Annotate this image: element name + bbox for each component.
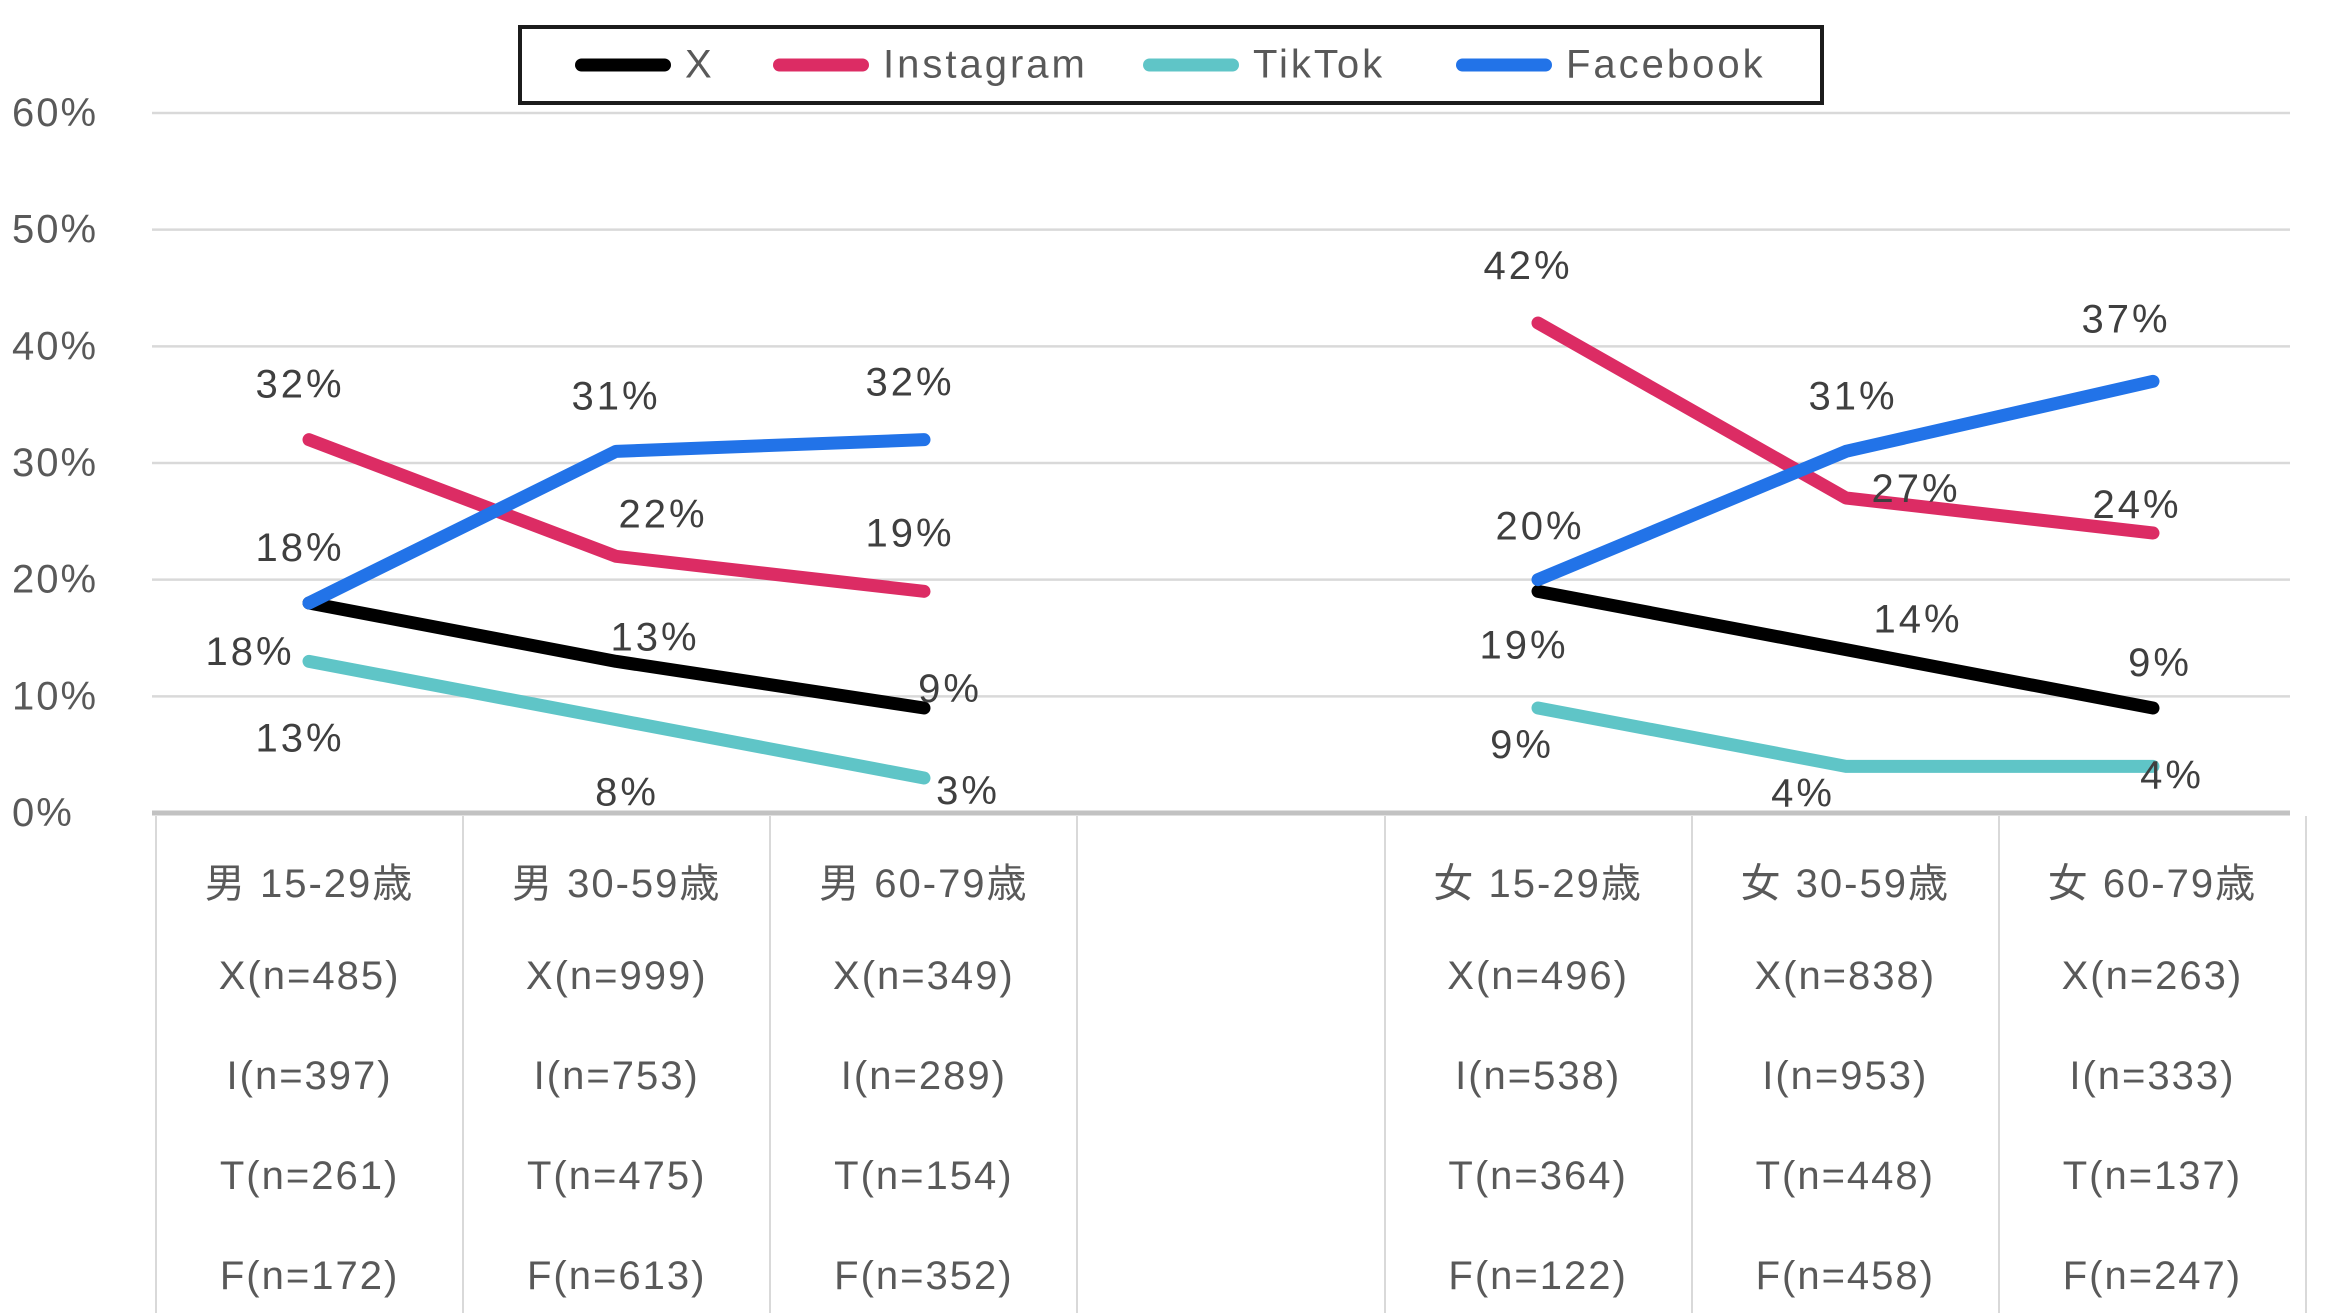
legend-item-tiktok: TikTok (1143, 43, 1385, 88)
table-cell: F(n=352) (834, 1253, 1014, 1298)
table-column-2: 男 60-79歳 X(n=349) I(n=289) T(n=154) F(n=352) (771, 816, 1079, 1313)
y-axis-tick-label: 20% (12, 558, 98, 602)
data-label-tiktok-male-2: 3% (936, 769, 1000, 813)
data-label-facebook-female-2: 37% (2081, 297, 2170, 341)
table-cell: X(n=485) (218, 953, 401, 998)
table-cell: I(n=538) (1455, 1053, 1622, 1098)
table-column-6: 女 60-79歳 X(n=263) I(n=333) T(n=137) F(n=247) (2000, 816, 2307, 1313)
table-column-spacer (1078, 816, 1386, 1313)
table-cell: T(n=137) (2062, 1153, 2243, 1198)
data-label-facebook-female-0: 20% (1495, 505, 1584, 549)
legend-item-facebook: Facebook (1456, 43, 1766, 88)
table-header-cell: 男 30-59歳 (512, 862, 722, 906)
legend-label: X (685, 42, 715, 87)
data-label-instagram-female-0: 42% (1483, 244, 1572, 288)
series-line-tiktok-female (1531, 701, 2160, 773)
table-cell: I(n=953) (1762, 1053, 1929, 1098)
data-label-facebook-female-1: 31% (1808, 374, 1897, 418)
y-axis-tick-label: 10% (12, 674, 98, 718)
table-cell: T(n=475) (527, 1153, 707, 1198)
legend-item-instagram: Instagram (773, 43, 1088, 88)
y-axis-tick-label: 30% (12, 441, 98, 485)
table-cell: X(n=496) (1447, 953, 1629, 998)
series-line-instagram-female (1531, 316, 2160, 540)
data-label-x-female-2: 9% (2128, 641, 2192, 685)
data-label-x-male-1: 13% (610, 615, 699, 659)
table-header-cell: 男 60-79歳 (819, 862, 1029, 906)
table-cell: T(n=364) (1448, 1153, 1628, 1198)
table-column-4: 女 15-29歳 X(n=496) I(n=538) T(n=364) F(n=122) (1386, 816, 1693, 1313)
table-cell: F(n=458) (1755, 1253, 1935, 1298)
series-line-facebook-male (302, 433, 931, 610)
data-label-x-female-0: 19% (1479, 623, 1568, 667)
table-cell: F(n=172) (219, 1253, 400, 1298)
table-cell: F(n=247) (2062, 1253, 2243, 1298)
legend-line-swatch-x (575, 58, 671, 72)
table-cell (1078, 1226, 1383, 1313)
table-cell: F(n=613) (527, 1253, 707, 1298)
y-axis-tick-label: 60% (12, 91, 98, 135)
series-line-tiktok-male (302, 654, 931, 785)
table-cell: T(n=154) (834, 1153, 1014, 1198)
data-label-x-male-0: 18% (205, 630, 294, 674)
table-header-cell: 女 15-29歳 (1433, 862, 1643, 906)
data-label-instagram-female-1: 27% (1871, 467, 1960, 511)
table-cell: F(n=122) (1448, 1253, 1628, 1298)
y-axis-tick-label: 50% (12, 208, 98, 252)
table-cell: X(n=999) (525, 953, 708, 998)
table-header-cell: 男 15-29歳 (204, 862, 415, 906)
legend-line-swatch-facebook (1456, 58, 1552, 72)
legend-label: Facebook (1566, 42, 1766, 87)
table-column-5: 女 30-59歳 X(n=838) I(n=953) T(n=448) F(n=458) (1693, 816, 2000, 1313)
data-label-tiktok-male-0: 13% (255, 716, 344, 760)
series-line-x-male (302, 596, 931, 715)
legend-item-x: X (575, 43, 715, 88)
data-label-facebook-male-0: 18% (255, 526, 344, 570)
table-cell: X(n=263) (2061, 953, 2244, 998)
table-cell: T(n=448) (1755, 1153, 1935, 1198)
table-header-cell: 女 30-59歳 (1740, 862, 1950, 906)
data-label-x-male-2: 9% (918, 667, 982, 711)
table-cell: I(n=333) (2069, 1053, 2236, 1098)
data-label-instagram-male-1: 22% (618, 492, 707, 536)
data-label-facebook-male-2: 32% (865, 361, 954, 405)
data-label-facebook-male-1: 31% (571, 374, 660, 418)
series-line-x-female (1531, 584, 2160, 715)
table-cell: T(n=261) (219, 1153, 400, 1198)
data-label-tiktok-female-0: 9% (1490, 723, 1554, 767)
legend-line-swatch-instagram (773, 58, 869, 72)
table-cell (1078, 926, 1383, 1026)
data-label-tiktok-female-2: 4% (2140, 753, 2204, 797)
data-label-instagram-male-0: 32% (255, 363, 344, 407)
data-label-tiktok-female-1: 4% (1771, 771, 1835, 815)
table-column-0: 男 15-29歳 X(n=485) I(n=397) T(n=261) F(n=172) (157, 816, 465, 1313)
data-label-x-female-1: 14% (1873, 598, 1962, 642)
y-axis-tick-label: 0% (12, 791, 74, 835)
y-axis-tick-label: 40% (12, 324, 98, 368)
table-header-cell (1078, 816, 1383, 926)
sample-size-table: 男 15-29歳 X(n=485) I(n=397) T(n=261) F(n=172)… (155, 816, 2307, 1313)
table-cell: I(n=753) (533, 1053, 700, 1098)
table-cell (1078, 1026, 1383, 1126)
legend-label: Instagram (883, 42, 1088, 87)
table-cell: I(n=289) (840, 1053, 1007, 1098)
table-cell (1078, 1126, 1383, 1226)
series-line-facebook-female (1531, 374, 2160, 587)
table-cell: I(n=397) (226, 1053, 393, 1098)
data-label-tiktok-male-1: 8% (595, 771, 659, 815)
data-label-instagram-male-2: 19% (865, 511, 954, 555)
legend-line-swatch-tiktok (1143, 58, 1239, 72)
legend-label: TikTok (1253, 42, 1386, 87)
table-cell: X(n=838) (1754, 953, 1937, 998)
table-column-1: 男 30-59歳 X(n=999) I(n=753) T(n=475) F(n=613) (464, 816, 772, 1313)
series-line-instagram-male (302, 433, 931, 598)
chart-legend: X Instagram TikTok Facebook (518, 25, 1824, 105)
table-cell: X(n=349) (833, 953, 1015, 998)
data-label-instagram-female-2: 24% (2092, 483, 2181, 527)
table-header-cell: 女 60-79歳 (2047, 862, 2258, 906)
